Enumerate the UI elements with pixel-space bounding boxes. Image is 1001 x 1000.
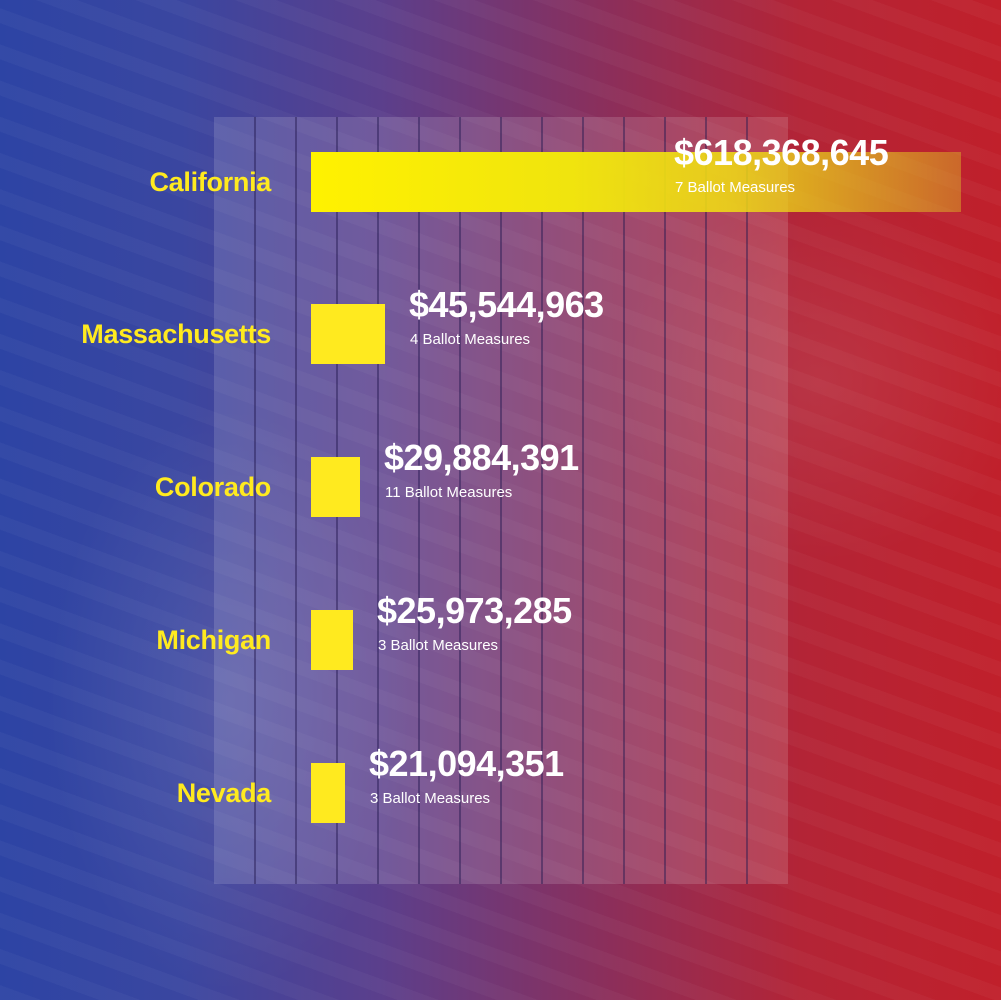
data-label: $21,094,351 (369, 743, 564, 784)
measure-count-label: 4 Ballot Measures (410, 331, 531, 348)
gridline (582, 117, 584, 884)
gridline (664, 117, 666, 884)
gridline (500, 117, 502, 884)
bar (311, 610, 353, 670)
gridline (295, 117, 297, 884)
data-label: $29,884,391 (384, 437, 579, 478)
plot-area (214, 117, 788, 884)
bar (311, 152, 961, 212)
gridline (254, 117, 256, 884)
category-label: Colorado (154, 472, 271, 502)
gridline (623, 117, 625, 884)
measure-count-label: 7 Ballot Measures (675, 179, 796, 196)
bar (311, 304, 385, 364)
data-label: $618,368,645 (674, 132, 889, 173)
bar (311, 457, 360, 517)
gridline (377, 117, 379, 884)
measure-count-label: 11 Ballot Measures (385, 484, 513, 501)
data-label: $45,544,963 (409, 284, 604, 325)
category-label: Michigan (156, 625, 271, 655)
measure-count-label: 3 Ballot Measures (378, 637, 499, 654)
data-label: $25,973,285 (377, 590, 572, 631)
category-label: Nevada (176, 778, 272, 808)
gridline (418, 117, 420, 884)
gridline (541, 117, 543, 884)
gridline (459, 117, 461, 884)
category-label: California (149, 167, 271, 197)
bar (311, 763, 345, 823)
gridline (746, 117, 748, 884)
measure-count-label: 3 Ballot Measures (370, 790, 491, 807)
category-label: Massachusetts (81, 319, 271, 349)
gridline (705, 117, 707, 884)
